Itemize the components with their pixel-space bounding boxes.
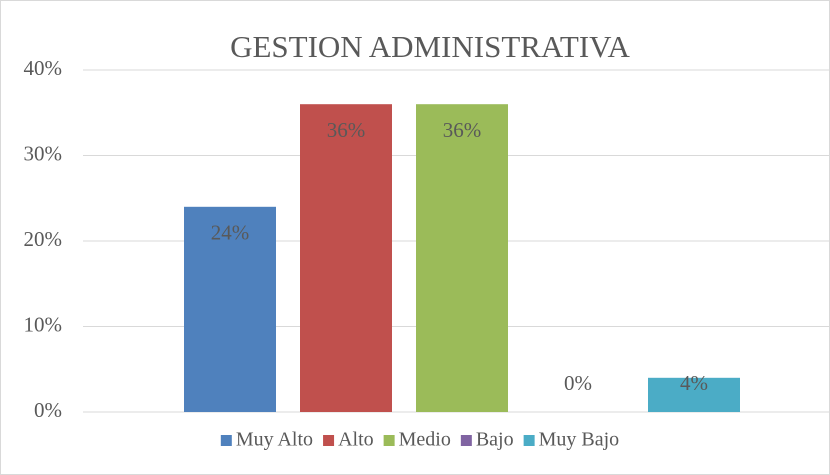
y-tick-label: 20% [24,227,63,251]
bar [184,206,276,412]
legend-swatch [323,435,335,446]
bar [648,377,740,412]
y-tick-label: 0% [34,398,62,422]
bar [300,104,392,412]
data-label: 36% [443,118,482,142]
y-tick-label: 30% [24,141,63,165]
legend-label: Medio [399,429,451,451]
legend-swatch [460,435,472,446]
legend-label: Muy Alto [236,429,313,451]
legend-swatch [383,435,395,446]
legend-swatch [220,435,232,446]
legend-label: Bajo [476,429,514,451]
data-label: 36% [327,118,366,142]
legend-label: Muy Bajo [539,429,620,451]
legend-swatch [523,435,535,446]
chart-title: GESTION ADMINISTRATIVA [230,29,630,64]
data-label: 4% [680,371,708,395]
legend-label: Alto [338,429,374,451]
bar [416,104,508,412]
y-tick-label: 10% [24,312,63,336]
y-tick-label: 40% [24,56,63,80]
data-label: 0% [564,371,592,395]
data-label: 24% [211,221,250,245]
